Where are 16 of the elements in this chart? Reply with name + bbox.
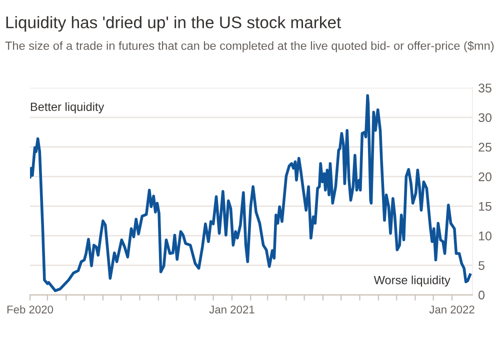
chart-title: Liquidity has 'dried up' in the US stock market [6,16,342,32]
line-series [30,94,472,292]
y-tick-label: 15 [479,202,492,211]
y-tick-label: 30 [478,113,492,122]
annotation: Better liquidity [30,102,104,114]
y-tick-label: 5 [478,261,484,270]
x-tick-label: Jan 2021 [209,306,254,314]
x-tick-label: Feb 2020 [7,305,54,314]
y-tick-label: 20 [478,172,492,182]
x-tick-label: Jan 2022 [429,306,474,314]
y-tick-label: 25 [478,142,492,152]
y-tick-label: 0 [478,290,485,300]
annotation: Worse liquidity [374,276,450,287]
chart-subtitle: The size of a trade in futures that can be completed at the live quoted bid- or offer-price ($mn) [5,41,494,52]
y-tick-label: 10 [479,232,492,240]
y-tick-label: 35 [478,84,492,92]
